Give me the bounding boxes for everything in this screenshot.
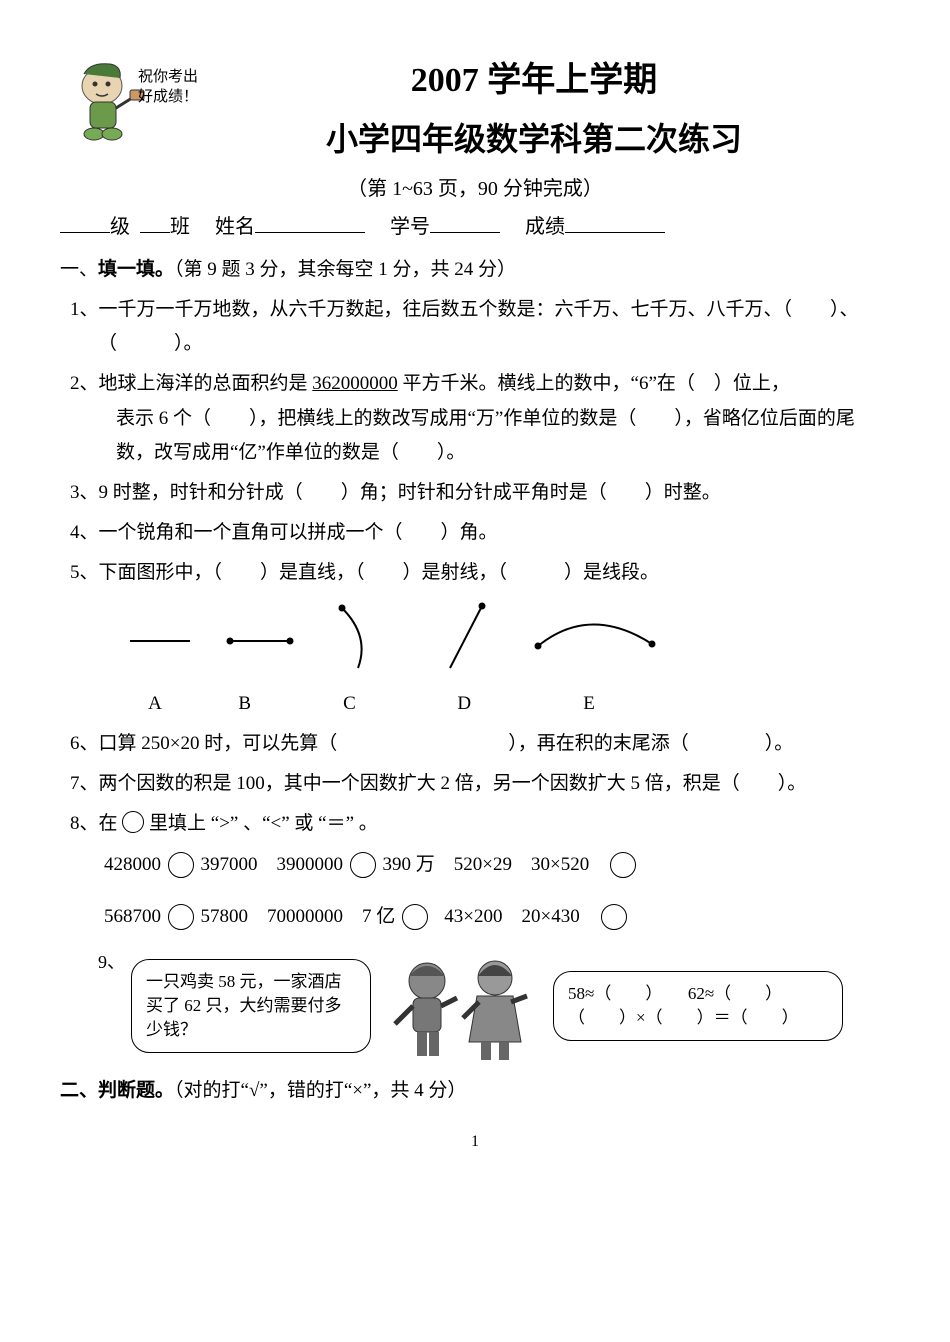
- cmp-1b: 397000: [201, 854, 258, 875]
- section-2-heading: 二、判断题。（对的打“√”，错的打“×”，共 4 分）: [60, 1074, 890, 1108]
- compare-row-2: 568700 57800 70000000 7 亿 43×200 20×430: [104, 900, 890, 934]
- title-line-1: 2007 学年上学期: [178, 50, 890, 111]
- mascot-line1: 祝你考出: [138, 69, 198, 85]
- title-block: 2007 学年上学期 小学四年级数学科第二次练习: [178, 50, 890, 169]
- question-2: 2、地球上海洋的总面积约是 362000000 平方千米。横线上的数中，“6”在…: [98, 367, 890, 401]
- mascot-line2: 好成绩！: [138, 89, 198, 105]
- header-row: 祝你考出 好成绩！ 2007 学年上学期 小学四年级数学科第二次练习: [60, 50, 890, 169]
- name-label: 姓名: [215, 216, 255, 238]
- section-2-label: 二、: [60, 1080, 98, 1101]
- section-2-title: 判断题。: [98, 1080, 174, 1101]
- circle-icon: [122, 811, 144, 833]
- section-1-label: 一、: [60, 259, 98, 280]
- cmp-blank-5[interactable]: [402, 904, 428, 930]
- cmp-blank-2[interactable]: [350, 852, 376, 878]
- question-1: 1、一千万一千万地数，从六千万数起，往后数五个数是：六千万、七千万、八千万、（ …: [98, 293, 890, 361]
- cmp-5a: 70000000: [267, 906, 343, 927]
- name-blank[interactable]: [255, 212, 365, 233]
- bubble-right-line1: 58≈（ ） 62≈（ ）: [568, 982, 828, 1006]
- label-E: E: [529, 687, 649, 721]
- compare-row-1: 428000 397000 3900000 390 万 520×29 30×52…: [104, 848, 890, 882]
- kids-illustration: [377, 946, 547, 1066]
- label-C: C: [300, 687, 400, 721]
- bubble-right-line2: （ ）×（ ）＝（ ）: [568, 1006, 828, 1030]
- cmp-2a: 3900000: [277, 854, 344, 875]
- question-6: 6、口算 250×20 时，可以先算（ ），再在积的末尾添（ ）。: [98, 727, 890, 761]
- cmp-2b: 390 万: [383, 854, 435, 875]
- score-label: 成绩: [525, 216, 565, 238]
- cmp-blank-6[interactable]: [601, 904, 627, 930]
- label-A: A: [120, 687, 190, 721]
- cmp-3b: 30×520: [531, 854, 589, 875]
- page-number: 1: [60, 1128, 890, 1157]
- section-1-heading: 一、填一填。（第 9 题 3 分，其余每空 1 分，共 24 分）: [60, 253, 890, 287]
- question-9-row: 9、 一只鸡卖 58 元，一家酒店买了 62 只，大约需要付多少钱？ 58≈（ …: [98, 946, 890, 1066]
- cmp-6b: 20×430: [521, 906, 579, 927]
- grade-blank[interactable]: [60, 212, 110, 233]
- question-3: 3、9 时整，时针和分针成（ ）角；时针和分针成平角时是（ ）时整。: [98, 476, 890, 510]
- question-2-cont: 表示 6 个（ ），把横线上的数改写成用“万”作单位的数是（ ），省略亿位后面的…: [116, 402, 890, 470]
- title-line-2: 小学四年级数学科第二次练习: [178, 111, 890, 169]
- q2-underlined-number: 362000000: [312, 373, 398, 394]
- q9-label: 9、: [98, 946, 125, 978]
- subtitle: （第 1~63 页，90 分钟完成）: [60, 171, 890, 207]
- speech-bubble-right: 58≈（ ） 62≈（ ） （ ）×（ ）＝（ ）: [553, 971, 843, 1041]
- mascot-image: 祝你考出 好成绩！: [60, 50, 170, 150]
- q2-part-a: 2、地球上海洋的总面积约是: [70, 373, 312, 394]
- shape-labels-row: A B C D E: [120, 687, 890, 721]
- cmp-1a: 428000: [104, 854, 161, 875]
- cmp-blank-1[interactable]: [168, 852, 194, 878]
- score-blank[interactable]: [565, 212, 665, 233]
- grade-suffix: 级: [110, 216, 130, 238]
- cmp-5b: 7 亿: [362, 906, 395, 927]
- cmp-4a: 568700: [104, 906, 161, 927]
- cmp-6a: 43×200: [444, 906, 502, 927]
- speech-bubble-left: 一只鸡卖 58 元，一家酒店买了 62 只，大约需要付多少钱？: [131, 959, 371, 1052]
- cmp-3a: 520×29: [454, 854, 512, 875]
- section-1-note: （第 9 题 3 分，其余每空 1 分，共 24 分）: [174, 259, 516, 280]
- q2-part-b: 平方千米。横线上的数中，“6”在（ ）位上，: [398, 373, 790, 394]
- class-blank[interactable]: [140, 212, 170, 233]
- cmp-blank-4[interactable]: [168, 904, 194, 930]
- id-blank[interactable]: [430, 212, 500, 233]
- label-D: D: [404, 687, 524, 721]
- section-1-title: 填一填。: [98, 259, 174, 280]
- question-7: 7、两个因数的积是 100，其中一个因数扩大 2 倍，另一个因数扩大 5 倍，积…: [98, 767, 890, 801]
- shapes-row: [120, 596, 890, 686]
- question-8: 8、在 里填上 “>” 、“<” 或 “＝” 。: [98, 807, 890, 841]
- question-4: 4、一个锐角和一个直角可以拼成一个（ ）角。: [98, 516, 890, 550]
- mascot-caption: 祝你考出 好成绩！: [138, 68, 198, 107]
- section-2-note: （对的打“√”，错的打“×”，共 4 分）: [174, 1080, 466, 1101]
- class-suffix: 班: [170, 216, 190, 238]
- question-5: 5、下面图形中，（ ）是直线，（ ）是射线，（ ）是线段。: [98, 556, 890, 590]
- student-info-line: 级 班 姓名 学号 成绩: [60, 209, 890, 245]
- label-B: B: [195, 687, 295, 721]
- cmp-blank-3[interactable]: [610, 852, 636, 878]
- id-label: 学号: [390, 216, 430, 238]
- cmp-4b: 57800: [201, 906, 249, 927]
